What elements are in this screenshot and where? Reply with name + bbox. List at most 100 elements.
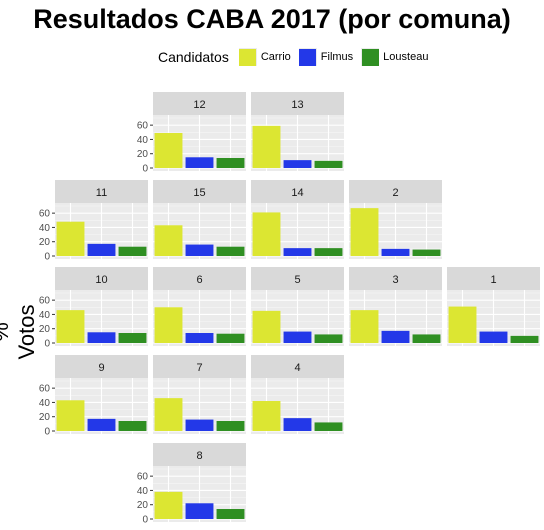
y-tick-label: 60 xyxy=(39,209,51,220)
facet-strip-label: 6 xyxy=(196,274,202,286)
facet-strip xyxy=(55,355,148,378)
bar-filmus xyxy=(87,243,116,256)
facet-strip-label: 10 xyxy=(95,274,107,286)
y-tick-label: 20 xyxy=(137,149,149,160)
bar-lousteau xyxy=(118,333,147,343)
bar-carrio xyxy=(154,133,183,168)
bar-carrio xyxy=(252,401,281,431)
legend-label-filmus: Filmus xyxy=(320,51,354,63)
bar-filmus xyxy=(283,248,312,256)
facet-panel-13: 13 xyxy=(251,92,344,171)
facet-strip xyxy=(251,180,344,203)
bar-lousteau xyxy=(118,421,147,431)
facet-panel-12: 12 0 20 40 60 xyxy=(137,92,246,175)
facet-panel-1: 1 xyxy=(447,267,540,346)
y-tick-label: 0 xyxy=(44,339,50,350)
facet-panel-3: 3 xyxy=(349,267,442,346)
bar-carrio xyxy=(154,491,183,519)
bar-filmus xyxy=(283,160,312,168)
facet-strip xyxy=(251,267,344,290)
legend: Candidatos Carrio Filmus Lousteau xyxy=(158,44,432,70)
bar-lousteau xyxy=(314,160,343,168)
y-tick-label: 60 xyxy=(39,384,51,395)
bar-lousteau xyxy=(216,158,245,168)
bar-carrio xyxy=(252,212,281,256)
legend-item-filmus: Filmus xyxy=(298,48,354,66)
bar-lousteau xyxy=(216,333,245,343)
bar-filmus xyxy=(185,503,214,519)
facet-panel-4: 4 xyxy=(251,355,344,434)
bar-carrio xyxy=(350,208,379,256)
facet-strip xyxy=(447,267,540,290)
y-tick-label: 0 xyxy=(142,164,148,175)
facet-strip xyxy=(251,92,344,115)
facet-strip xyxy=(349,267,442,290)
facet-panel-14: 14 xyxy=(251,180,344,259)
facet-strip-label: 15 xyxy=(193,187,205,199)
bar-filmus xyxy=(185,157,214,168)
y-tick-label: 0 xyxy=(44,427,50,438)
facet-panel-9: 9 0 20 40 60 xyxy=(39,355,148,438)
facet-strip xyxy=(251,355,344,378)
legend-item-lousteau: Lousteau xyxy=(361,48,428,66)
legend-key xyxy=(238,48,257,66)
bar-carrio xyxy=(252,310,281,343)
y-tick-label: 0 xyxy=(44,252,50,263)
facet-strip xyxy=(55,267,148,290)
bar-filmus xyxy=(479,331,508,343)
bar-lousteau xyxy=(216,509,245,519)
y-tick-label: 20 xyxy=(39,324,51,335)
facet-strip xyxy=(55,180,148,203)
facet-strip-label: 3 xyxy=(392,274,398,286)
bar-filmus xyxy=(185,244,214,256)
facet-strip xyxy=(153,267,246,290)
facet-strip-label: 14 xyxy=(291,187,303,199)
facet-strip xyxy=(153,92,246,115)
legend-label-carrio: Carrio xyxy=(260,51,291,63)
legend-label-lousteau: Lousteau xyxy=(383,51,429,63)
facet-strip-label: 2 xyxy=(392,187,398,199)
legend-swatch-filmus xyxy=(299,48,317,66)
facet-panel-7: 7 xyxy=(153,355,246,434)
facet-strip-label: 9 xyxy=(98,362,104,374)
bar-carrio xyxy=(350,310,379,343)
y-tick-label: 20 xyxy=(39,237,51,248)
bar-filmus xyxy=(185,419,214,431)
y-tick-label: 40 xyxy=(39,310,51,321)
bar-carrio xyxy=(448,306,477,343)
facet-panel-10: 10 0 20 40 60 xyxy=(39,267,148,350)
facet-strip-label: 4 xyxy=(294,362,300,374)
facet-strip-label: 13 xyxy=(291,99,303,111)
bar-carrio xyxy=(56,310,85,343)
facet-strip-label: 1 xyxy=(490,274,496,286)
bar-filmus xyxy=(185,333,214,343)
bar-lousteau xyxy=(314,422,343,431)
bar-filmus xyxy=(283,418,312,431)
legend-key xyxy=(298,48,317,66)
facet-panel-6: 6 xyxy=(153,267,246,346)
legend-key xyxy=(361,48,380,66)
facet-strip xyxy=(153,443,246,466)
facet-strip xyxy=(153,180,246,203)
legend-swatch-lousteau xyxy=(361,48,379,66)
bar-carrio xyxy=(56,221,85,256)
y-tick-label: 0 xyxy=(142,515,148,526)
facet-panel-11: 11 0 20 40 60 xyxy=(39,180,148,263)
bar-carrio xyxy=(56,400,85,431)
legend-item-carrio: Carrio xyxy=(238,48,291,66)
legend-swatch-carrio xyxy=(239,48,257,66)
facet-strip-label: 8 xyxy=(196,450,202,462)
facet-panel-5: 5 xyxy=(251,267,344,346)
bar-filmus xyxy=(283,331,312,343)
bar-lousteau xyxy=(412,249,441,256)
facet-strip-label: 5 xyxy=(294,274,300,286)
y-tick-label: 60 xyxy=(39,296,51,307)
bar-lousteau xyxy=(118,246,147,256)
bar-filmus xyxy=(381,330,410,343)
y-tick-label: 40 xyxy=(39,398,51,409)
facet-strip-label: 11 xyxy=(96,187,107,199)
bar-filmus xyxy=(381,248,410,256)
bar-lousteau xyxy=(412,334,441,343)
bar-filmus xyxy=(87,418,116,431)
